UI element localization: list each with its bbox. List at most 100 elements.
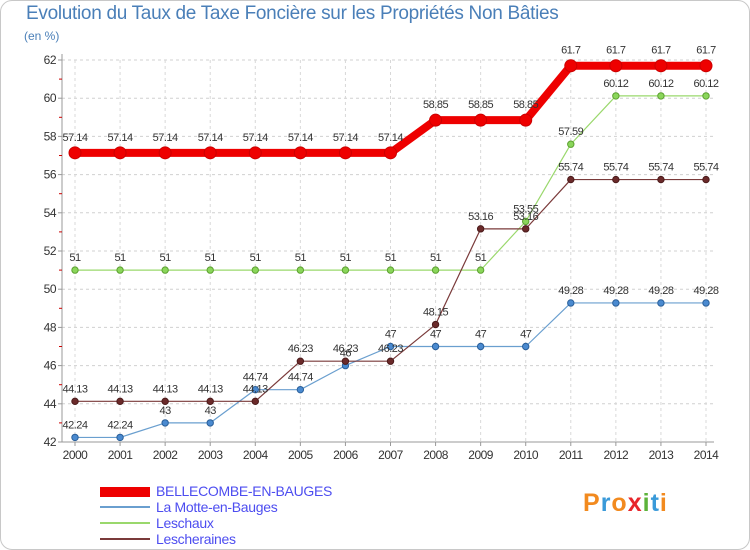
data-point: [431, 320, 440, 329]
data-label: 55.74: [648, 162, 673, 174]
data-label: 51: [295, 252, 307, 264]
data-point: [68, 146, 82, 160]
data-point: [251, 385, 259, 394]
data-point: [431, 342, 440, 351]
data-label: 43: [205, 405, 217, 417]
legend-label: BELLECOMBE-EN-BAUGES: [156, 483, 333, 499]
data-label: 51: [340, 252, 352, 264]
y-tick-label: 46: [44, 359, 57, 373]
data-point: [522, 225, 530, 233]
data-point: [519, 113, 533, 127]
x-tick-label: 2000: [63, 448, 89, 462]
data-label: 44.13: [108, 383, 133, 395]
data-point: [161, 397, 169, 406]
data-label: 51: [160, 252, 172, 264]
data-label: 51: [385, 252, 397, 264]
data-label: 51: [114, 252, 126, 264]
data-point: [116, 433, 124, 442]
data-label: 55.74: [558, 162, 583, 174]
data-point: [609, 59, 623, 73]
data-point: [113, 146, 127, 160]
data-point: [161, 266, 169, 274]
data-label: 57.14: [378, 132, 403, 144]
data-label: 57.14: [108, 132, 133, 144]
data-point: [296, 385, 305, 394]
data-point: [699, 59, 713, 73]
x-tick-label: 2005: [288, 448, 314, 462]
data-point: [341, 357, 350, 365]
x-tick-label: 2014: [694, 448, 720, 462]
data-label: 58.85: [513, 99, 538, 111]
data-label: 51: [475, 252, 487, 264]
y-tick-label: 44: [44, 397, 57, 411]
logo-letter: i: [659, 489, 668, 517]
data-label: 60.12: [603, 78, 628, 90]
data-label: 49.28: [603, 285, 628, 297]
data-label: 60.12: [648, 78, 673, 90]
data-point: [206, 397, 214, 406]
y-tick-label: 58: [44, 129, 57, 143]
data-label: 60.12: [693, 78, 718, 90]
data-label: 51: [205, 252, 217, 264]
data-point: [564, 59, 578, 73]
data-label: 44.13: [153, 383, 178, 395]
data-point: [567, 175, 575, 184]
y-tick-label: 52: [44, 244, 57, 258]
logo-letter: x: [627, 489, 643, 517]
data-label: 57.14: [198, 132, 223, 144]
data-point: [116, 266, 124, 274]
data-point: [386, 357, 395, 365]
legend-swatch: [100, 487, 150, 497]
data-label: 49.28: [693, 285, 718, 297]
x-tick-label: 2011: [559, 448, 584, 462]
y-tick-label: 50: [44, 282, 57, 296]
data-point: [296, 357, 305, 365]
data-point: [386, 266, 395, 274]
x-tick-label: 2003: [198, 448, 224, 462]
data-point: [476, 225, 485, 233]
data-point: [522, 342, 530, 351]
data-label: 57.59: [558, 126, 583, 138]
data-point: [158, 146, 172, 160]
data-label: 42.24: [108, 419, 133, 431]
data-label: 46: [340, 348, 352, 360]
proxiti-logo: Proxiti: [583, 489, 668, 518]
data-label: 44.74: [288, 372, 313, 384]
data-point: [476, 266, 485, 274]
x-tick-label: 2007: [378, 448, 404, 462]
data-label: 57.14: [62, 132, 87, 144]
data-label: 55.74: [693, 162, 718, 174]
data-label: 55.74: [603, 162, 628, 174]
data-point: [702, 92, 710, 100]
data-label: 53.16: [468, 211, 493, 223]
data-label: 48.15: [423, 307, 448, 319]
y-tick-label: 42: [44, 435, 57, 449]
data-point: [654, 59, 668, 73]
data-point: [251, 397, 259, 406]
data-label: 47: [430, 329, 442, 341]
data-point: [71, 397, 79, 406]
data-point: [567, 299, 575, 307]
data-label: 47: [520, 329, 532, 341]
y-tick-label: 54: [44, 206, 57, 220]
legend-label: Leschaux: [156, 515, 214, 531]
data-point: [384, 146, 397, 160]
logo-letter: t: [650, 489, 660, 517]
data-label: 53.16: [513, 211, 538, 223]
data-point: [341, 266, 350, 274]
x-tick-label: 2008: [423, 448, 449, 462]
legend-swatch: [100, 522, 150, 524]
data-label: 58.85: [468, 99, 493, 111]
data-point: [248, 146, 262, 160]
data-label: 61.7: [561, 45, 581, 57]
data-label: 58.85: [423, 99, 448, 111]
x-tick-label: 2009: [468, 448, 494, 462]
legend-label: La Motte-en-Bauges: [156, 499, 278, 515]
logo-letter: P: [583, 489, 601, 517]
data-label: 44.74: [243, 372, 268, 384]
data-label: 47: [475, 329, 487, 341]
data-point: [476, 342, 485, 351]
data-point: [251, 266, 259, 274]
data-point: [702, 175, 710, 184]
y-tick-label: 48: [44, 320, 57, 334]
